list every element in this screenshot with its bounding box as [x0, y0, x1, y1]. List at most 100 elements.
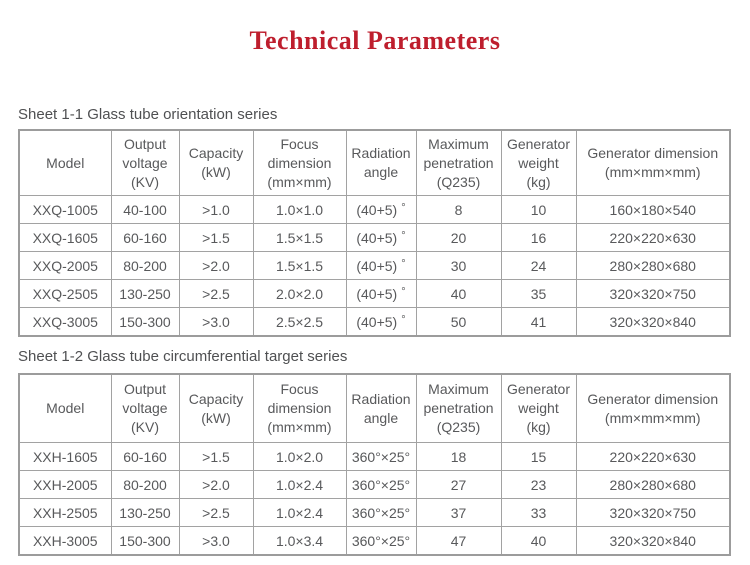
cell-output-voltage: 150-300	[110, 307, 180, 337]
cell-max-penetration: 50	[415, 307, 502, 337]
cell-generator-weight: 16	[500, 223, 577, 252]
cell-model: XXQ-2005	[18, 251, 112, 280]
cell-capacity: >2.5	[178, 279, 254, 308]
cell-capacity: >1.5	[178, 223, 254, 252]
table-row: XXH-2505 130-250 >2.5 1.0×2.4 360°×25° 3…	[18, 498, 731, 527]
cell-generator-dimension: 220×220×630	[575, 223, 731, 252]
cell-model: XXQ-1005	[18, 195, 112, 224]
cell-max-penetration: 47	[415, 526, 502, 556]
cell-model: XXH-3005	[18, 526, 112, 556]
degree-symbol: °	[401, 201, 406, 214]
cell-output-voltage: 80-200	[110, 251, 180, 280]
table-row: XXQ-1005 40-100 >1.0 1.0×1.0 (40+5) ° 8 1…	[18, 195, 731, 224]
cell-model: XXQ-3005	[18, 307, 112, 337]
table-row: XXH-1605 60-160 >1.5 1.0×2.0 360°×25° 18…	[18, 442, 731, 471]
cell-output-voltage: 80-200	[110, 470, 180, 499]
cell-generator-weight: 41	[500, 307, 577, 337]
column-header-max-penetration: Maximum penetration (Q235)	[415, 129, 502, 196]
cell-capacity: >2.0	[178, 470, 254, 499]
cell-output-voltage: 150-300	[110, 526, 180, 556]
column-header-focus-dimension: Focus dimension (mm×mm)	[252, 373, 347, 443]
page-title: Technical Parameters	[249, 26, 501, 55]
cell-generator-dimension: 320×320×750	[575, 498, 731, 527]
column-header-output-voltage: Output voltage (KV)	[110, 129, 180, 196]
cell-output-voltage: 60-160	[110, 223, 180, 252]
cell-generator-dimension: 320×320×750	[575, 279, 731, 308]
cell-capacity: >3.0	[178, 307, 254, 337]
cell-max-penetration: 18	[415, 442, 502, 471]
cell-generator-dimension: 220×220×630	[575, 442, 731, 471]
cell-radiation-angle: (40+5) °	[345, 195, 417, 224]
column-header-focus-dimension: Focus dimension (mm×mm)	[252, 129, 347, 196]
cell-radiation-angle: 360°×25°	[345, 526, 417, 556]
cell-radiation-angle: (40+5) °	[345, 223, 417, 252]
cell-generator-weight: 10	[500, 195, 577, 224]
cell-generator-dimension: 280×280×680	[575, 470, 731, 499]
cell-capacity: >2.0	[178, 251, 254, 280]
column-header-generator-weight: Generator weight (kg)	[500, 129, 577, 196]
column-header-generator-dimension: Generator dimension (mm×mm×mm)	[575, 373, 731, 443]
column-header-generator-weight: Generator weight (kg)	[500, 373, 577, 443]
sheet2-table: Model Output voltage (KV) Capacity (kW) …	[18, 373, 731, 556]
cell-radiation-angle: (40+5) °	[345, 251, 417, 280]
cell-radiation-angle: (40+5) °	[345, 279, 417, 308]
cell-max-penetration: 40	[415, 279, 502, 308]
cell-generator-weight: 35	[500, 279, 577, 308]
column-header-output-voltage: Output voltage (KV)	[110, 373, 180, 443]
cell-model: XXQ-2505	[18, 279, 112, 308]
cell-radiation-angle: (40+5) °	[345, 307, 417, 337]
table-row: XXQ-2005 80-200 >2.0 1.5×1.5 (40+5) ° 30 …	[18, 251, 731, 280]
table-header-row: Model Output voltage (KV) Capacity (kW) …	[18, 129, 731, 196]
cell-generator-weight: 15	[500, 442, 577, 471]
cell-focus-dimension: 2.5×2.5	[252, 307, 347, 337]
cell-model: XXQ-1605	[18, 223, 112, 252]
degree-symbol: °	[401, 229, 406, 242]
cell-focus-dimension: 1.0×3.4	[252, 526, 347, 556]
cell-output-voltage: 60-160	[110, 442, 180, 471]
degree-symbol: °	[401, 257, 406, 270]
cell-focus-dimension: 1.5×1.5	[252, 223, 347, 252]
cell-generator-dimension: 320×320×840	[575, 526, 731, 556]
cell-max-penetration: 20	[415, 223, 502, 252]
cell-focus-dimension: 2.0×2.0	[252, 279, 347, 308]
cell-generator-dimension: 280×280×680	[575, 251, 731, 280]
table-row: XXQ-3005 150-300 >3.0 2.5×2.5 (40+5) ° 50…	[18, 307, 731, 337]
sheet2-caption: Sheet 1-2 Glass tube circumferential tar…	[18, 348, 348, 365]
cell-output-voltage: 130-250	[110, 498, 180, 527]
sheet1-table: Model Output voltage (KV) Capacity (kW) …	[18, 129, 731, 337]
cell-generator-dimension: 160×180×540	[575, 195, 731, 224]
column-header-generator-dimension: Generator dimension (mm×mm×mm)	[575, 129, 731, 196]
cell-max-penetration: 8	[415, 195, 502, 224]
table-row: XXQ-1605 60-160 >1.5 1.5×1.5 (40+5) ° 20 …	[18, 223, 731, 252]
cell-capacity: >1.0	[178, 195, 254, 224]
table-header-row: Model Output voltage (KV) Capacity (kW) …	[18, 373, 731, 443]
cell-focus-dimension: 1.0×1.0	[252, 195, 347, 224]
cell-model: XXH-1605	[18, 442, 112, 471]
cell-radiation-angle: 360°×25°	[345, 442, 417, 471]
cell-output-voltage: 130-250	[110, 279, 180, 308]
table-row: XXQ-2505 130-250 >2.5 2.0×2.0 (40+5) ° 40…	[18, 279, 731, 308]
cell-max-penetration: 37	[415, 498, 502, 527]
cell-capacity: >2.5	[178, 498, 254, 527]
cell-model: XXH-2005	[18, 470, 112, 499]
column-header-model: Model	[18, 129, 112, 196]
degree-symbol: °	[401, 313, 406, 326]
cell-max-penetration: 27	[415, 470, 502, 499]
cell-model: XXH-2505	[18, 498, 112, 527]
cell-focus-dimension: 1.0×2.4	[252, 498, 347, 527]
table-row: XXH-3005 150-300 >3.0 1.0×3.4 360°×25° 4…	[18, 526, 731, 556]
cell-focus-dimension: 1.5×1.5	[252, 251, 347, 280]
column-header-capacity: Capacity (kW)	[178, 129, 254, 196]
cell-focus-dimension: 1.0×2.4	[252, 470, 347, 499]
cell-capacity: >1.5	[178, 442, 254, 471]
cell-radiation-angle: 360°×25°	[345, 498, 417, 527]
cell-generator-weight: 24	[500, 251, 577, 280]
degree-symbol: °	[401, 285, 406, 298]
cell-generator-dimension: 320×320×840	[575, 307, 731, 337]
cell-radiation-angle: 360°×25°	[345, 470, 417, 499]
cell-generator-weight: 40	[500, 526, 577, 556]
cell-output-voltage: 40-100	[110, 195, 180, 224]
cell-focus-dimension: 1.0×2.0	[252, 442, 347, 471]
sheet1-caption: Sheet 1-1 Glass tube orientation series	[18, 106, 278, 123]
column-header-model: Model	[18, 373, 112, 443]
